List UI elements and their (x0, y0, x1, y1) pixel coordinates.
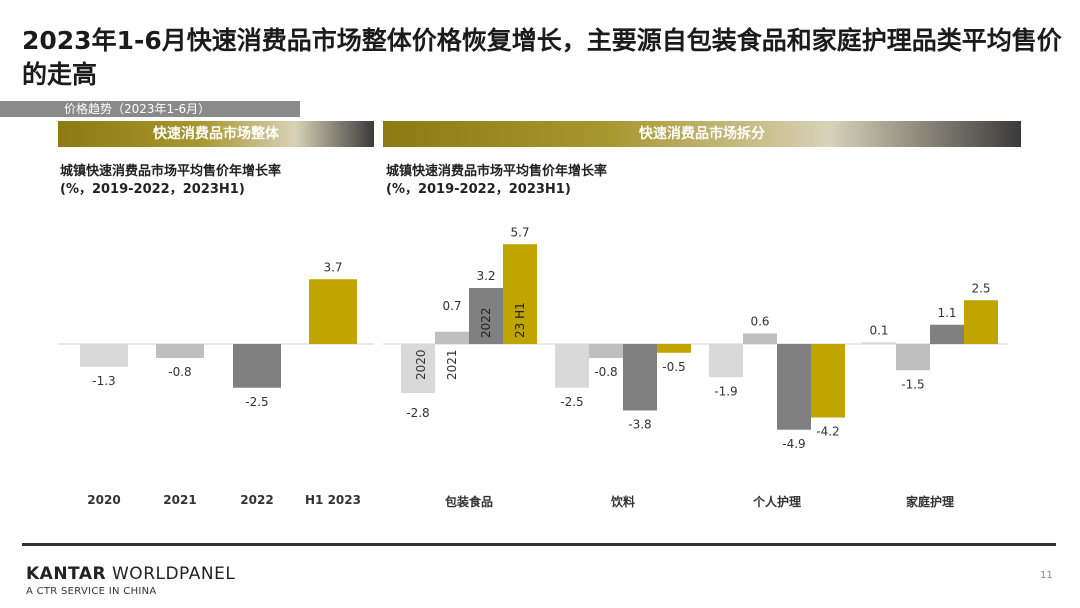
left-chart-title-line1: 城镇快速消费品市场平均售价年增长率 (60, 164, 282, 179)
right-chart-title-line1: 城镇快速消费品市场平均售价年增长率 (386, 164, 608, 179)
left-bar-H1-2023 (309, 279, 357, 344)
in-bar-year-label: 23 H1 (513, 302, 527, 338)
right-data-label: -0.5 (662, 360, 685, 374)
brand-bold: KANTAR (26, 564, 107, 584)
right-chart-title-line2: (%，2019-2022，2023H1) (386, 182, 571, 197)
in-bar-year-label: 2020 (414, 349, 428, 380)
banner-market-split: 快速消费品市场拆分 (383, 121, 1021, 147)
left-data-label: -0.8 (168, 365, 191, 379)
right-data-label: 0.7 (442, 299, 461, 313)
right-data-label: 5.7 (510, 225, 529, 239)
left-data-label: -2.5 (245, 395, 268, 409)
right-data-label: -1.5 (901, 377, 924, 391)
right-data-label: 3.2 (476, 269, 495, 283)
right-bar-个人护理-H1-2023 (811, 344, 845, 418)
left-category-label: 2021 (163, 493, 196, 507)
right-category-label: 家庭护理 (906, 494, 954, 509)
left-category-label: 2020 (87, 493, 120, 507)
right-data-label: 1.1 (937, 306, 956, 320)
right-bar-个人护理-2022 (777, 344, 811, 430)
right-bar-饮料-2021 (589, 344, 623, 358)
right-data-label: -4.2 (816, 425, 839, 439)
left-data-label: 3.7 (323, 260, 342, 274)
right-chart-title: 城镇快速消费品市场平均售价年增长率 (%，2019-2022，2023H1) (386, 163, 607, 199)
right-bar-饮料-2020 (555, 344, 589, 388)
brand-rest: WORLDPANEL (106, 564, 236, 584)
in-bar-year-label: 2022 (479, 307, 493, 338)
right-data-label: -3.8 (628, 418, 651, 432)
right-data-label: -2.5 (560, 395, 583, 409)
right-data-label: 2.5 (971, 281, 990, 295)
right-bar-家庭护理-H1-2023 (964, 300, 998, 344)
right-category-label: 个人护理 (752, 494, 801, 509)
right-data-label: -4.9 (782, 437, 805, 451)
right-bar-包装食品-H1-2023 (503, 244, 537, 344)
right-data-label: -2.8 (406, 406, 429, 420)
right-bar-饮料-H1-2023 (657, 344, 691, 353)
right-data-label: 0.1 (869, 323, 888, 337)
left-data-label: -1.3 (92, 374, 115, 388)
right-bar-包装食品-2022 (469, 288, 503, 344)
right-data-label: -1.9 (714, 384, 737, 398)
footer-divider (22, 543, 1056, 546)
right-data-label: 0.6 (750, 315, 769, 329)
right-bar-家庭护理-2022 (930, 324, 964, 344)
brand-logo: KANTAR WORLDPANEL (26, 564, 235, 584)
page-title: 2023年1-6月快速消费品市场整体价格恢复增长，主要源自包装食品和家庭护理品类… (22, 26, 1062, 89)
right-bar-包装食品-2020 (401, 344, 435, 393)
left-bar-2021 (156, 344, 204, 358)
left-category-label: 2022 (240, 493, 273, 507)
in-bar-year-label: 2021 (445, 349, 459, 380)
left-category-label: H1 2023 (305, 493, 361, 507)
right-bar-个人护理-2020 (709, 344, 743, 378)
brand-subtitle: A CTR SERVICE IN CHINA (26, 586, 157, 597)
left-bar-2020 (80, 344, 128, 367)
right-bar-个人护理-2021 (743, 333, 777, 344)
section-tag: 价格趋势（2023年1-6月） (0, 101, 300, 117)
right-bar-家庭护理-2020 (862, 342, 896, 344)
right-data-label: -0.8 (594, 365, 617, 379)
page-number: 11 (1040, 570, 1053, 581)
left-chart-title: 城镇快速消费品市场平均售价年增长率 (%，2019-2022，2023H1) (60, 163, 281, 199)
right-bar-饮料-2022 (623, 344, 657, 411)
left-bar-2022 (233, 344, 281, 388)
right-bar-家庭护理-2021 (896, 344, 930, 371)
right-category-label: 包装食品 (444, 494, 493, 509)
banner-market-overall: 快速消费品市场整体 (58, 121, 374, 147)
right-category-label: 饮料 (610, 494, 635, 509)
left-chart-title-line2: (%，2019-2022，2023H1) (60, 182, 245, 197)
right-bar-包装食品-2021 (435, 331, 469, 344)
